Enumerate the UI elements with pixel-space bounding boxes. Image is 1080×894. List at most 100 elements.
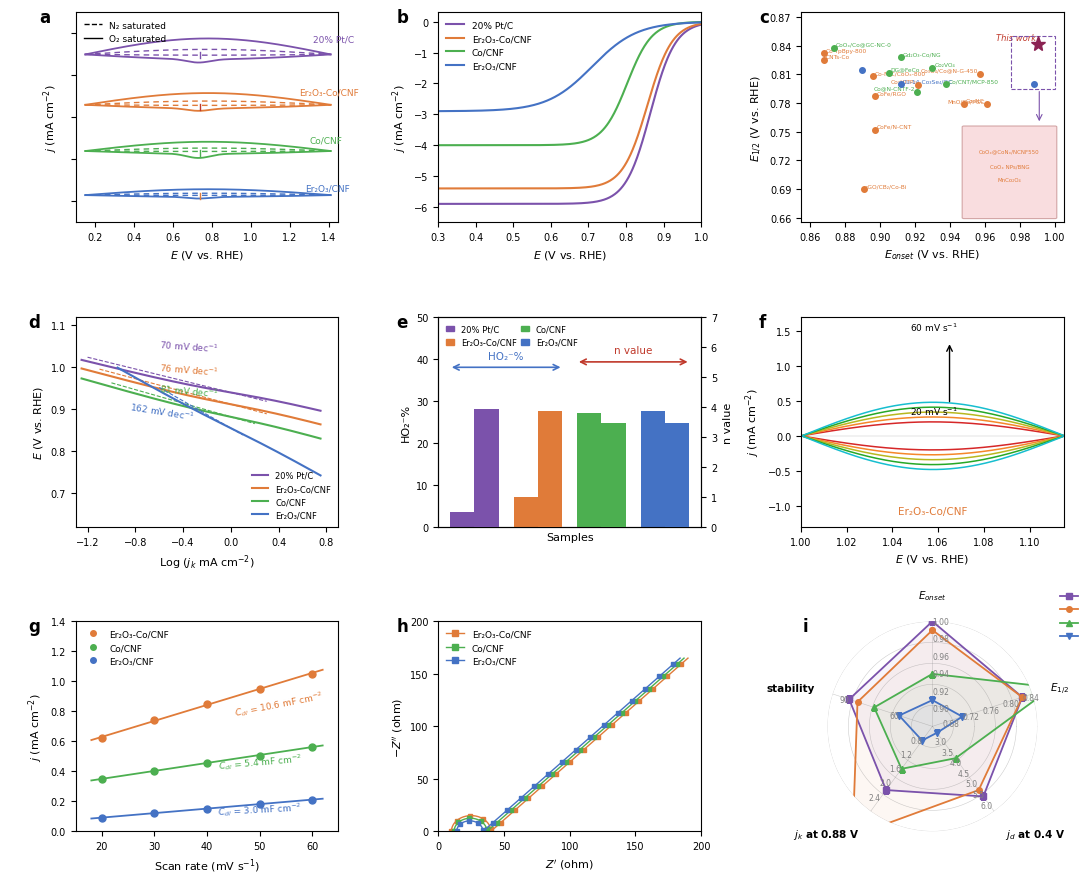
Text: Co₃HITP₂: Co₃HITP₂: [891, 80, 917, 85]
Text: 60 mV s$^{-1}$: 60 mV s$^{-1}$: [909, 321, 957, 333]
20% Pt/C: [1016, 692, 1029, 703]
20% Pt/C: [976, 791, 989, 802]
Text: 0.76: 0.76: [983, 706, 999, 715]
Text: Gd₂O₃-Co/NG: Gd₂O₃-Co/NG: [903, 52, 942, 57]
Text: i: i: [802, 618, 808, 636]
Bar: [665, 424, 689, 527]
Text: Co₃O₄/Co@N-G-450: Co₃O₄/Co@N-G-450: [920, 69, 978, 73]
X-axis label: $Z'$ (ohm): $Z'$ (ohm): [545, 856, 594, 871]
Text: Co₂VO₄: Co₂VO₄: [934, 63, 955, 68]
20% Pt/C: [926, 616, 939, 627]
Text: 0.92: 0.92: [932, 687, 949, 696]
Y-axis label: n value: n value: [723, 401, 732, 443]
Text: n value: n value: [615, 345, 652, 356]
X-axis label: $E_{onset}$ (V vs. RHE): $E_{onset}$ (V vs. RHE): [885, 249, 981, 262]
Co/CNF: [867, 703, 880, 713]
Text: 2.4: 2.4: [869, 793, 881, 802]
Text: e: e: [396, 314, 407, 332]
Text: MnO/Co/PGC: MnO/Co/PGC: [947, 99, 985, 104]
Er₂O₃-Co/CNF: [926, 625, 939, 636]
Text: 0.96: 0.96: [932, 652, 949, 662]
X-axis label: Samples: Samples: [545, 533, 594, 543]
Text: Co-N-C/CoOₓ-800: Co-N-C/CoOₓ-800: [875, 72, 926, 76]
Line: Co/CNF: Co/CNF: [872, 671, 1055, 772]
Text: Co@N-CNTF-2: Co@N-CNTF-2: [874, 87, 915, 91]
Text: $C_{dl}$ = 10.6 mF cm$^{-2}$: $C_{dl}$ = 10.6 mF cm$^{-2}$: [233, 688, 324, 720]
Text: d: d: [28, 314, 40, 332]
Text: 4.0: 4.0: [949, 758, 961, 767]
Y-axis label: $E$ (V vs. RHE): $E$ (V vs. RHE): [32, 385, 45, 460]
Text: CNTs-Co: CNTs-Co: [825, 55, 850, 60]
Text: CoOₓ@CoNₓ/NCNF550: CoOₓ@CoNₓ/NCNF550: [980, 149, 1040, 154]
Text: CoFe/N-CNT: CoFe/N-CNT: [876, 125, 912, 130]
Er₂O₃-Co/CNF: [926, 625, 939, 636]
X-axis label: $E$ (V vs. RHE): $E$ (V vs. RHE): [532, 249, 607, 261]
Text: Cu-14-Co₃Se₄/GC: Cu-14-Co₃Se₄/GC: [903, 79, 953, 84]
Text: b: b: [396, 9, 408, 27]
Text: 20 mV s$^{-1}$: 20 mV s$^{-1}$: [909, 405, 957, 417]
Bar: [514, 498, 538, 527]
Text: 60: 60: [889, 712, 900, 721]
Text: f: f: [759, 314, 766, 332]
Text: DG@FeCo: DG@FeCo: [890, 68, 920, 72]
Er₂O₃/CNF: [893, 711, 906, 721]
Legend: 20% Pt/C, Er₂O₃-Co/CNF, Co/CNF, Er₂O₃/CNF: 20% Pt/C, Er₂O₃-Co/CNF, Co/CNF, Er₂O₃/CN…: [443, 18, 535, 74]
Er₂O₃/CNF: [931, 728, 944, 738]
Text: 0.72: 0.72: [962, 713, 980, 721]
Er₂O₃/CNF: [916, 736, 929, 746]
Y-axis label: $j$ (mA cm$^{-2}$): $j$ (mA cm$^{-2}$): [744, 388, 762, 457]
Polygon shape: [849, 621, 1023, 797]
X-axis label: $E$ (V vs. RHE): $E$ (V vs. RHE): [895, 552, 970, 566]
Er₂O₃/CNF: [956, 712, 969, 722]
Text: 0.98: 0.98: [932, 635, 949, 644]
Text: CoFe/RGO: CoFe/RGO: [876, 91, 906, 97]
Text: a: a: [39, 9, 50, 27]
X-axis label: $E$ (V vs. RHE): $E$ (V vs. RHE): [170, 249, 244, 261]
Text: $j_k$ at 0.88 V: $j_k$ at 0.88 V: [793, 827, 860, 840]
X-axis label: Scan rate (mV s$^{-1}$): Scan rate (mV s$^{-1}$): [154, 856, 260, 874]
Bar: [602, 424, 625, 527]
Text: Er₂O₃-Co/CNF: Er₂O₃-Co/CNF: [897, 507, 967, 517]
Er₂O₃-Co/CNF: [972, 785, 985, 796]
Text: 1.6: 1.6: [890, 764, 902, 773]
Text: $C_{dl}$ = 5.4 mF cm$^{-2}$: $C_{dl}$ = 5.4 mF cm$^{-2}$: [217, 751, 302, 772]
Text: 3.5: 3.5: [942, 747, 954, 756]
Er₂O₃-Co/CNF: [1016, 692, 1029, 703]
Legend: Er₂O₃-Co/CNF, Co/CNF, Er₂O₃/CNF: Er₂O₃-Co/CNF, Co/CNF, Er₂O₃/CNF: [443, 626, 535, 670]
Line: Er₂O₃-Co/CNF: Er₂O₃-Co/CNF: [850, 628, 1025, 839]
Co/CNF: [895, 763, 908, 774]
Text: $E_{1/2}$: $E_{1/2}$: [1050, 680, 1069, 696]
Text: 0.94: 0.94: [932, 670, 949, 679]
Text: $j_d$ at 0.4 V: $j_d$ at 0.4 V: [1005, 827, 1065, 840]
Polygon shape: [874, 674, 1052, 769]
Co/CNF: [926, 669, 939, 679]
Bar: [640, 412, 665, 527]
Bar: [450, 512, 474, 527]
Text: 20% Pt/C: 20% Pt/C: [313, 36, 354, 45]
Y-axis label: $j$ (mA cm$^{-2}$): $j$ (mA cm$^{-2}$): [390, 84, 408, 153]
Text: c: c: [759, 9, 769, 27]
Text: 0.68: 0.68: [943, 719, 959, 728]
Text: 0.80: 0.80: [1002, 699, 1020, 708]
Text: HO₂⁻%: HO₂⁻%: [488, 351, 524, 361]
Text: 1.2: 1.2: [900, 750, 912, 759]
Y-axis label: $j$ (mA cm$^{-2}$): $j$ (mA cm$^{-2}$): [42, 84, 60, 153]
Y-axis label: $j$ (mA cm$^{-2}$): $j$ (mA cm$^{-2}$): [26, 692, 45, 761]
Text: 2.0: 2.0: [879, 779, 891, 788]
Text: $E_{onset}$: $E_{onset}$: [918, 589, 947, 603]
Y-axis label: $E_{1/2}$ (V vs. RHE): $E_{1/2}$ (V vs. RHE): [750, 75, 764, 162]
Text: 5.5: 5.5: [973, 790, 985, 799]
Y-axis label: HO₂⁻%: HO₂⁻%: [401, 403, 410, 442]
Text: 3.0: 3.0: [934, 738, 946, 746]
Text: 0.84: 0.84: [1023, 693, 1039, 702]
Legend: N₂ saturated, O₂ saturated: N₂ saturated, O₂ saturated: [80, 18, 170, 47]
Text: stability: stability: [766, 683, 814, 694]
Text: $C_{dl}$ = 3.0 mF cm$^{-2}$: $C_{dl}$ = 3.0 mF cm$^{-2}$: [217, 800, 302, 818]
Bar: [578, 414, 602, 527]
Legend: 20% Pt/C, Er₂O₃-Co/CNF, Co/CNF, Er₂O₃/CNF: 20% Pt/C, Er₂O₃-Co/CNF, Co/CNF, Er₂O₃/CN…: [248, 468, 334, 523]
FancyBboxPatch shape: [962, 127, 1057, 219]
Text: This work: This work: [996, 34, 1036, 43]
Text: 81 mV dec$^{-1}$: 81 mV dec$^{-1}$: [159, 383, 219, 401]
20% Pt/C: [926, 616, 939, 627]
Text: 0.90: 0.90: [932, 704, 949, 713]
